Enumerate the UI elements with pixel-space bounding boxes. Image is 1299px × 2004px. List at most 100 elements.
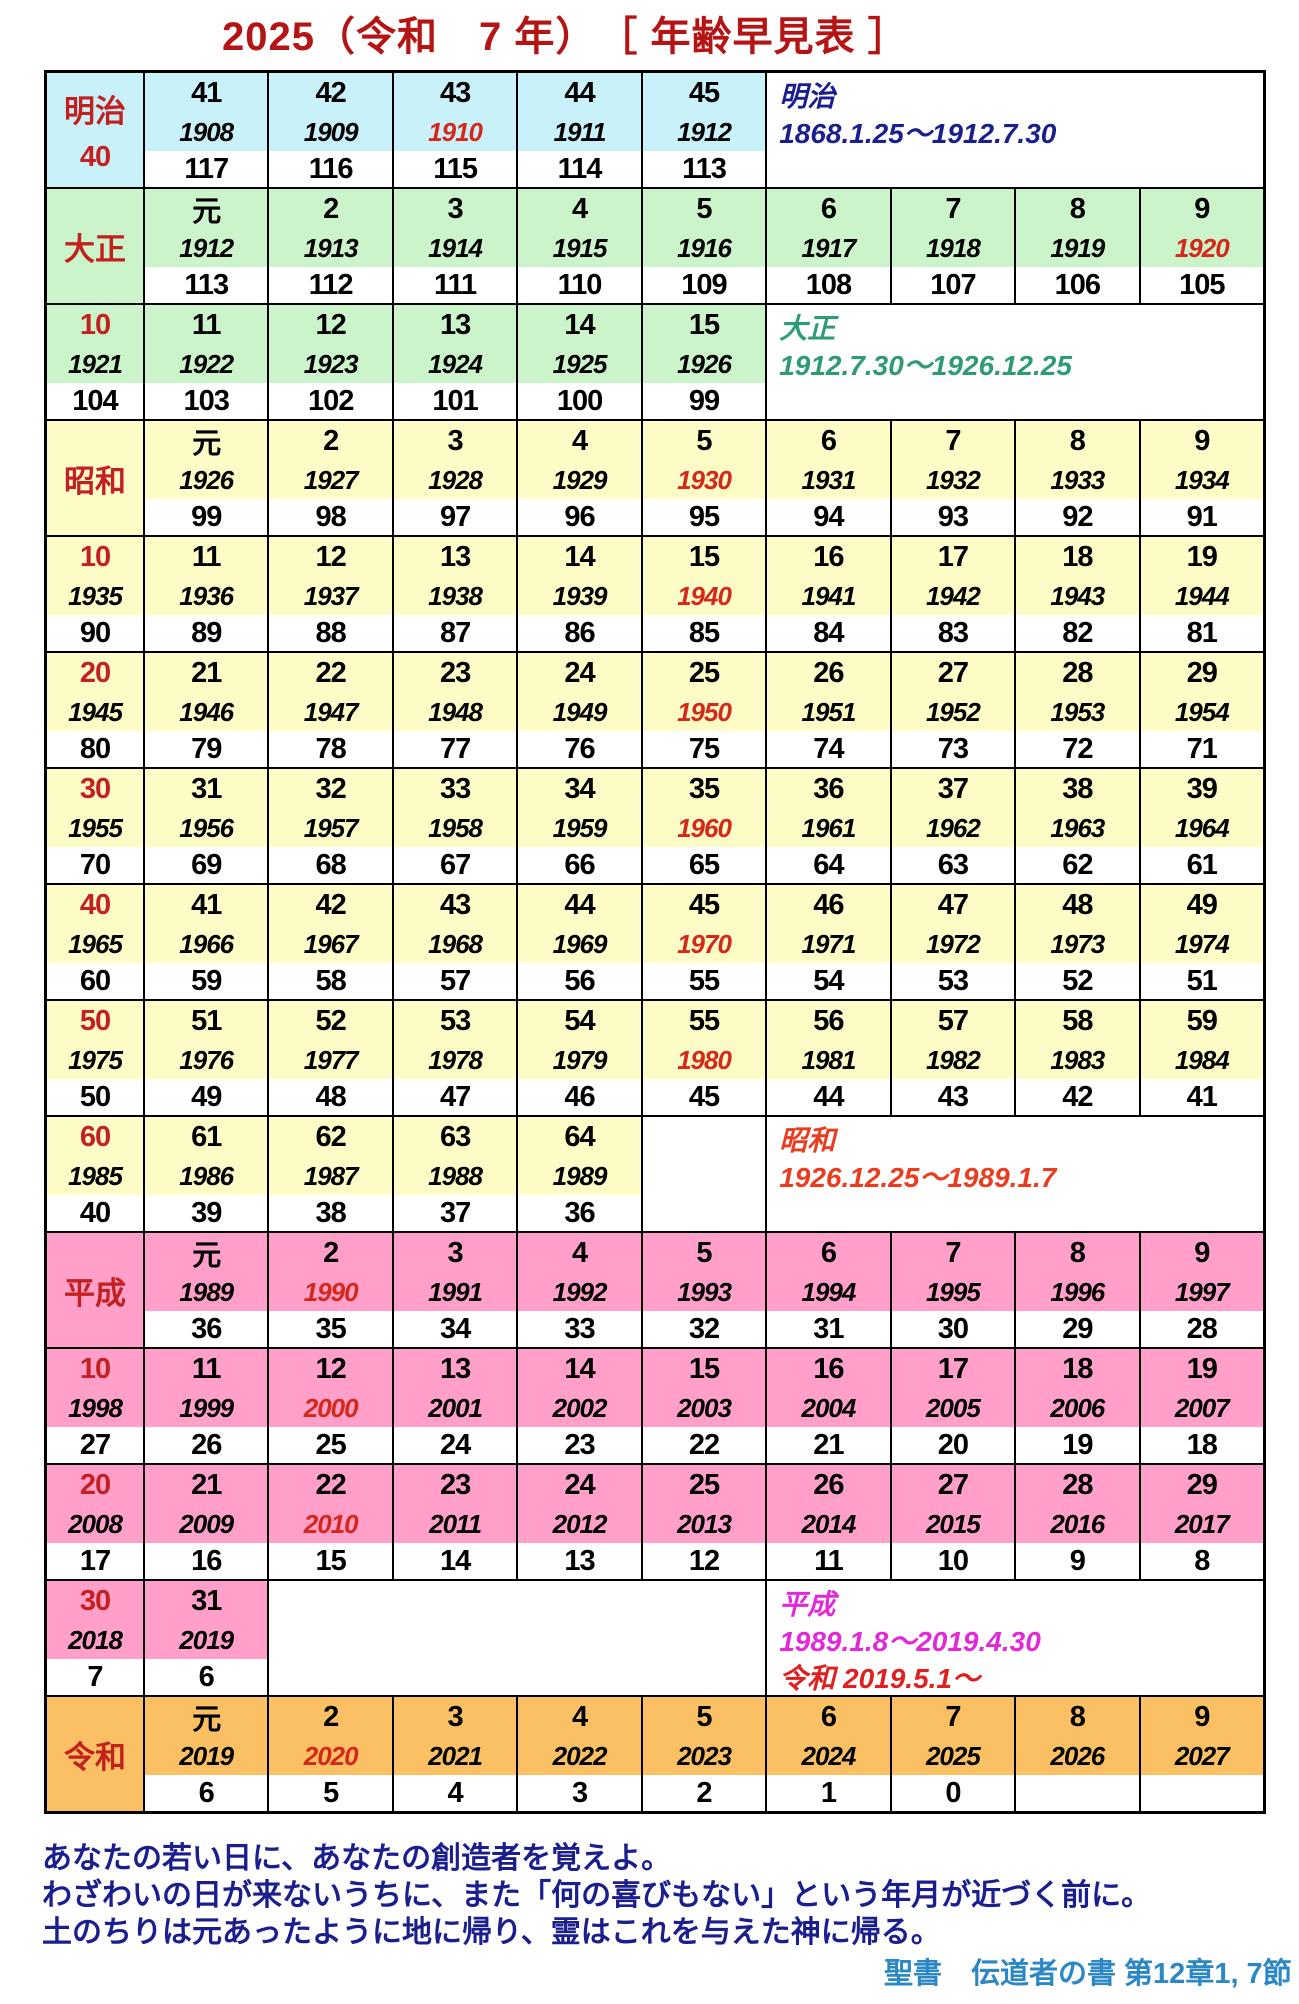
era-group: 60 1985 40 61 1986 39 62 1987 38 63 1988 37 64 1989 36… bbox=[47, 1115, 1263, 1231]
west-year: 2014 bbox=[801, 1508, 857, 1539]
year-cell: 5 1993 32 bbox=[640, 1233, 766, 1347]
west-year: 2019 bbox=[179, 1740, 234, 1771]
age: 95 bbox=[642, 499, 766, 535]
era-year: 25 bbox=[688, 1468, 720, 1501]
era-year: 4 bbox=[571, 192, 588, 225]
age: 23 bbox=[518, 1427, 641, 1463]
year-cell: 8 2026 bbox=[1014, 1697, 1139, 1811]
era-group: 平成 元 1989 36 2 1990 35 3 1991 34 4 1992 33 5 1993 32 6 19… bbox=[47, 1231, 1263, 1347]
year-cell: 64 1989 36 bbox=[516, 1117, 641, 1231]
age: 63 bbox=[891, 847, 1015, 883]
era-year: 54 bbox=[564, 1004, 595, 1037]
year-cell: 42 1909 116 bbox=[267, 73, 392, 187]
decade-label: 10 1935 90 bbox=[47, 537, 143, 651]
age: 42 bbox=[1016, 1079, 1139, 1115]
year-cell: 33 1958 67 bbox=[391, 769, 517, 883]
year-cell: 25 1950 75 bbox=[640, 653, 766, 767]
age: 85 bbox=[642, 615, 766, 651]
era-info: 明治 1868.1.25～1912.7.30 bbox=[765, 73, 1263, 187]
west-year: 1925 bbox=[552, 348, 608, 379]
age: 39 bbox=[145, 1195, 268, 1231]
age: 44 bbox=[767, 1079, 890, 1115]
age: 80 bbox=[47, 731, 143, 767]
west-year: 2019 bbox=[179, 1624, 234, 1655]
age: 101 bbox=[393, 383, 517, 419]
west-year: 2020 bbox=[303, 1740, 359, 1771]
quote-line: わざわいの日が来ないうちに、また「何の喜びもない」という年月が近づく前に。 bbox=[42, 1879, 1152, 1912]
age: 72 bbox=[1016, 731, 1139, 767]
era-year: 7 bbox=[945, 424, 961, 457]
year-cell: 24 2012 13 bbox=[516, 1465, 641, 1579]
age: 34 bbox=[393, 1311, 517, 1347]
west-year: 1926 bbox=[179, 464, 234, 495]
west-year: 1927 bbox=[303, 464, 359, 495]
year-cell: 45 1970 55 bbox=[640, 885, 766, 999]
year-cell: 3 2021 4 bbox=[391, 1697, 517, 1811]
era-group: 50 1975 50 51 1976 49 52 1977 48 53 1978 47 54 1979 46… bbox=[47, 999, 1263, 1115]
era-group: 10 1921 104 11 1922 103 12 1923 102 13 1924 101 14 19… bbox=[47, 303, 1263, 419]
era-year: 60 bbox=[79, 1120, 111, 1153]
era-year: 35 bbox=[688, 772, 720, 805]
west-year: 1951 bbox=[801, 696, 857, 727]
west-year: 1995 bbox=[925, 1276, 981, 1307]
west-year: 1920 bbox=[1174, 232, 1230, 263]
era-group: 大正 元 1912 113 2 1913 112 3 1914 111 4 1915 110 5 1916 1… bbox=[47, 187, 1263, 303]
west-year: 1989 bbox=[179, 1276, 234, 1307]
year-cell: 15 1926 99 bbox=[640, 305, 766, 419]
era-year: 18 bbox=[1062, 1352, 1093, 1385]
era-year: 44 bbox=[564, 76, 595, 109]
era-year: 3 bbox=[447, 1236, 464, 1269]
year-cell: 8 1996 29 bbox=[1014, 1233, 1139, 1347]
era-year: 11 bbox=[191, 540, 222, 573]
year-cell: 6 1931 94 bbox=[765, 421, 890, 535]
west-year: 1984 bbox=[1174, 1044, 1230, 1075]
year-cell: 2 1927 98 bbox=[267, 421, 392, 535]
era-year: 14 bbox=[564, 308, 595, 341]
year-cell: 35 1960 65 bbox=[640, 769, 766, 883]
year-cell: 31 1956 69 bbox=[143, 769, 268, 883]
year-cell: 21 2009 16 bbox=[143, 1465, 268, 1579]
era-year: 5 bbox=[696, 1700, 712, 1733]
age-table: 明治 40 41 1908 117 42 1909 116 43 1910 115 44 1911 114… bbox=[44, 70, 1266, 1814]
west-year: 1967 bbox=[303, 928, 359, 959]
era-label: 明治 40 bbox=[47, 73, 143, 187]
era-year: 39 bbox=[1186, 772, 1218, 805]
age: 3 bbox=[518, 1775, 641, 1811]
west-year: 1963 bbox=[1050, 812, 1105, 843]
era-year: 37 bbox=[937, 772, 969, 805]
west-year: 1939 bbox=[552, 580, 608, 611]
era-year: 22 bbox=[315, 1468, 347, 1501]
west-year: 1962 bbox=[925, 812, 981, 843]
age: 43 bbox=[891, 1079, 1015, 1115]
era-year: 7 bbox=[945, 1236, 961, 1269]
era-year: 4 bbox=[571, 424, 588, 457]
year-cell: 26 2014 11 bbox=[765, 1465, 890, 1579]
era-year: 38 bbox=[1062, 772, 1093, 805]
age: 116 bbox=[269, 151, 392, 187]
west-year: 1980 bbox=[677, 1044, 732, 1075]
age: 55 bbox=[642, 963, 766, 999]
era-year: 13 bbox=[439, 308, 471, 341]
era-year: 6 bbox=[820, 192, 837, 225]
decade-label: 20 1945 80 bbox=[47, 653, 143, 767]
year-cell: 元 2019 6 bbox=[143, 1697, 268, 1811]
west-year: 1946 bbox=[179, 696, 234, 727]
west-year: 2012 bbox=[552, 1508, 608, 1539]
west-year: 1970 bbox=[677, 928, 732, 959]
west-year: 2001 bbox=[428, 1392, 483, 1423]
west-year: 1913 bbox=[303, 232, 359, 263]
west-year: 2002 bbox=[552, 1392, 608, 1423]
age: 22 bbox=[642, 1427, 766, 1463]
year-cell: 53 1978 47 bbox=[391, 1001, 517, 1115]
west-year: 1982 bbox=[925, 1044, 981, 1075]
era-name: 令和 bbox=[64, 1739, 126, 1775]
west-year: 1918 bbox=[925, 232, 981, 263]
west-year: 2008 bbox=[68, 1508, 123, 1539]
west-year: 1955 bbox=[68, 812, 123, 843]
year-cell: 4 2022 3 bbox=[516, 1697, 641, 1811]
year-cell: 47 1972 53 bbox=[889, 885, 1015, 999]
west-year: 2025 bbox=[925, 1740, 981, 1771]
age: 115 bbox=[393, 151, 517, 187]
year-cell: 27 2015 10 bbox=[889, 1465, 1015, 1579]
age: 53 bbox=[891, 963, 1015, 999]
